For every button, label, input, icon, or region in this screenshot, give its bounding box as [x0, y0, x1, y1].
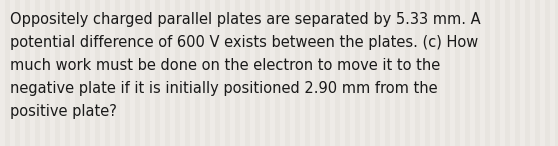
Bar: [440, 0, 445, 146]
Bar: [350, 0, 355, 146]
Bar: [480, 0, 485, 146]
Bar: [420, 0, 425, 146]
Bar: [460, 0, 465, 146]
Bar: [310, 0, 315, 146]
Bar: [110, 0, 115, 146]
Text: positive plate?: positive plate?: [10, 104, 117, 119]
Bar: [170, 0, 175, 146]
Text: negative plate if it is initially positioned 2.90 mm from the: negative plate if it is initially positi…: [10, 81, 437, 96]
Bar: [130, 0, 135, 146]
Bar: [90, 0, 95, 146]
Bar: [490, 0, 495, 146]
Bar: [470, 0, 475, 146]
Text: Oppositely charged parallel plates are separated by 5.33 mm. A: Oppositely charged parallel plates are s…: [10, 12, 480, 27]
Bar: [80, 0, 85, 146]
Bar: [210, 0, 215, 146]
Bar: [190, 0, 195, 146]
Bar: [450, 0, 455, 146]
Bar: [270, 0, 275, 146]
Bar: [430, 0, 435, 146]
Bar: [380, 0, 385, 146]
Bar: [220, 0, 225, 146]
Bar: [240, 0, 245, 146]
Bar: [140, 0, 145, 146]
Bar: [410, 0, 415, 146]
Bar: [260, 0, 265, 146]
Bar: [60, 0, 65, 146]
Bar: [250, 0, 255, 146]
Bar: [540, 0, 545, 146]
Bar: [0, 0, 5, 146]
Bar: [530, 0, 535, 146]
Bar: [70, 0, 75, 146]
Bar: [10, 0, 15, 146]
Bar: [230, 0, 235, 146]
Bar: [550, 0, 555, 146]
Text: potential difference of 600 V exists between the plates. (c) How: potential difference of 600 V exists bet…: [10, 35, 478, 50]
Bar: [180, 0, 185, 146]
Bar: [360, 0, 365, 146]
Bar: [330, 0, 335, 146]
Bar: [300, 0, 305, 146]
Bar: [280, 0, 285, 146]
Bar: [50, 0, 55, 146]
Bar: [290, 0, 295, 146]
Bar: [320, 0, 325, 146]
Bar: [520, 0, 525, 146]
Text: much work must be done on the electron to move it to the: much work must be done on the electron t…: [10, 58, 440, 73]
Bar: [370, 0, 375, 146]
Bar: [20, 0, 25, 146]
Bar: [390, 0, 395, 146]
Bar: [200, 0, 205, 146]
Bar: [30, 0, 35, 146]
Bar: [120, 0, 125, 146]
Bar: [510, 0, 515, 146]
Bar: [100, 0, 105, 146]
Bar: [150, 0, 155, 146]
Bar: [500, 0, 505, 146]
Bar: [400, 0, 405, 146]
Bar: [160, 0, 165, 146]
Bar: [340, 0, 345, 146]
Bar: [40, 0, 45, 146]
